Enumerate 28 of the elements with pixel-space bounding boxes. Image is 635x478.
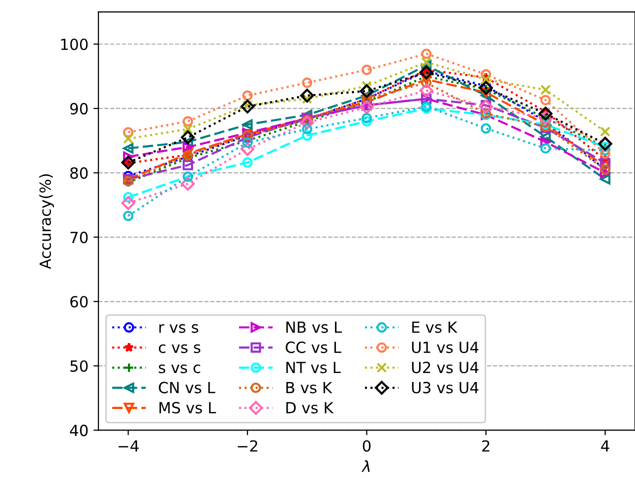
- legend-label: MS vs L: [160, 402, 216, 414]
- legend-label: c vs s: [158, 344, 200, 354]
- y-tick-label: 100: [61, 38, 88, 50]
- x-tick-label: −4: [118, 440, 139, 452]
- legend-label: U2 vs U4: [412, 362, 478, 374]
- y-tick-label: 40: [70, 424, 88, 436]
- y-tick-label: 60: [70, 296, 88, 308]
- y-tick-label: 70: [70, 232, 88, 244]
- x-tick-label: 4: [601, 440, 610, 452]
- legend-label: U3 vs U4: [412, 382, 478, 394]
- y-tick-label: 50: [70, 360, 88, 372]
- legend-label: NB vs L: [286, 322, 342, 333]
- y-tick-label: 80: [70, 167, 88, 179]
- y-tick-label: 90: [70, 102, 88, 114]
- legend-label: s vs c: [158, 364, 200, 374]
- x-tick-label: 0: [362, 440, 371, 452]
- y-axis-title: Accuracy(%): [39, 174, 54, 270]
- legend-label: B vs K: [286, 382, 332, 394]
- legend-label: U1 vs U4: [412, 342, 478, 354]
- legend-label: CC vs L: [286, 342, 342, 354]
- x-axis-title: λ: [362, 460, 370, 472]
- legend-label: E vs K: [412, 322, 458, 333]
- legend-label: D vs K: [286, 402, 334, 414]
- legend-label: CN vs L: [158, 382, 216, 394]
- legend-label: NT vs L: [286, 362, 341, 374]
- x-tick-label: 2: [482, 440, 490, 452]
- x-tick-label: −2: [238, 440, 258, 452]
- legend-label: r vs s: [159, 324, 198, 333]
